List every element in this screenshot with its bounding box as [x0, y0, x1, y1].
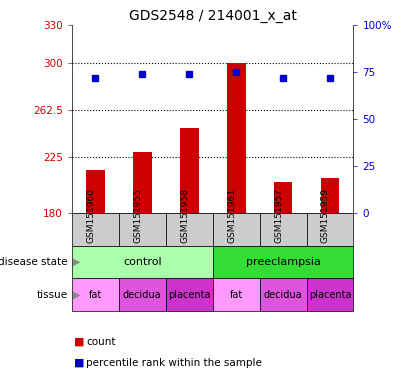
Text: GSM151960: GSM151960 [86, 188, 95, 243]
Text: ▶: ▶ [73, 290, 80, 300]
Bar [260, 278, 307, 311]
Bar [86, 170, 105, 213]
Text: GSM151959: GSM151959 [321, 188, 330, 243]
Text: count: count [86, 337, 116, 347]
Text: decidua: decidua [264, 290, 302, 300]
Text: GSM151955: GSM151955 [133, 188, 142, 243]
Bar [213, 246, 353, 278]
Bar [274, 182, 293, 213]
Bar [133, 152, 152, 213]
Bar [72, 278, 119, 311]
Text: percentile rank within the sample: percentile rank within the sample [86, 358, 262, 368]
Bar [119, 278, 166, 311]
Bar [72, 246, 213, 278]
Text: tissue: tissue [37, 290, 68, 300]
Text: preeclampsia: preeclampsia [246, 257, 321, 267]
Text: ■: ■ [74, 358, 85, 368]
Text: ■: ■ [74, 337, 85, 347]
Bar [166, 213, 213, 246]
Bar [166, 278, 213, 311]
Text: decidua: decidua [123, 290, 162, 300]
Bar [307, 213, 353, 246]
Text: fat: fat [89, 290, 102, 300]
Bar [260, 213, 307, 246]
Text: control: control [123, 257, 162, 267]
Text: placenta: placenta [168, 290, 210, 300]
Text: ▶: ▶ [73, 257, 80, 267]
Bar [227, 63, 245, 213]
Bar [119, 213, 166, 246]
Bar [180, 128, 199, 213]
Text: GSM151958: GSM151958 [180, 188, 189, 243]
Bar [72, 213, 119, 246]
Bar [321, 178, 339, 213]
Text: fat: fat [229, 290, 243, 300]
Text: placenta: placenta [309, 290, 351, 300]
Title: GDS2548 / 214001_x_at: GDS2548 / 214001_x_at [129, 8, 297, 23]
Bar [213, 278, 260, 311]
Text: GSM151957: GSM151957 [274, 188, 283, 243]
Text: GSM151961: GSM151961 [227, 188, 236, 243]
Bar [213, 213, 260, 246]
Text: disease state: disease state [0, 257, 68, 267]
Bar [307, 278, 353, 311]
